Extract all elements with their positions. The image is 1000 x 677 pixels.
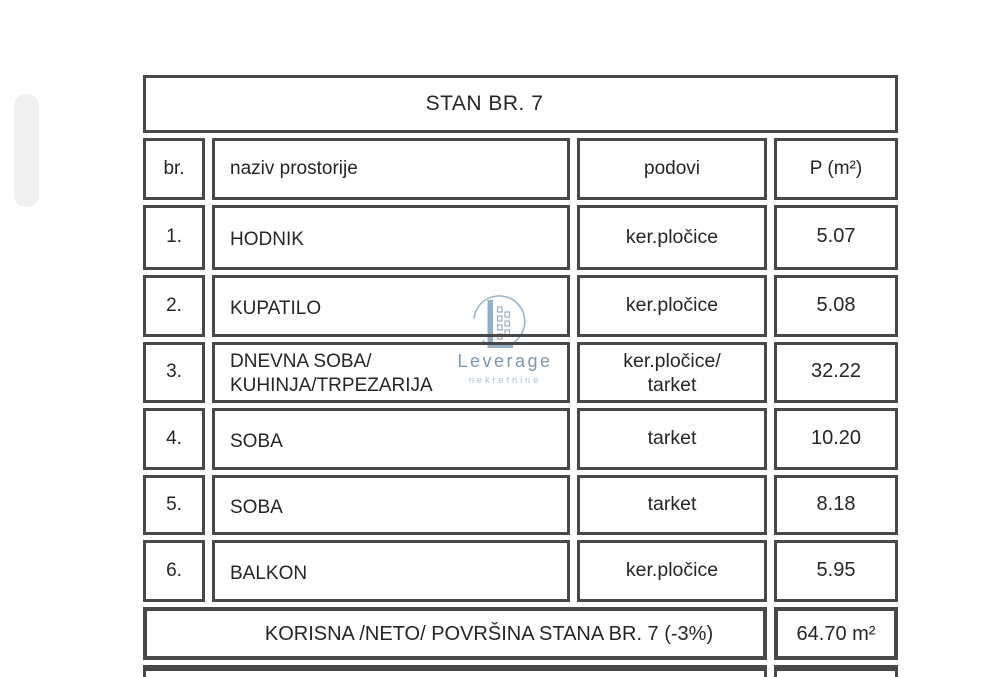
room-name-cell: DNEVNA SOBA/ KUHINJA/TRPEZARIJA <box>212 342 570 403</box>
column-header-num: br. <box>143 138 205 200</box>
row-number-cell: 2. <box>143 275 205 337</box>
floor-type-cell: ker.pločice <box>577 275 767 337</box>
room-name-line2: KUHINJA/TRPEZARIJA <box>230 374 433 396</box>
row-number-cell: 6. <box>143 540 205 602</box>
room-name-cell: HODNIK <box>212 205 570 270</box>
room-name-line1: DNEVNA SOBA/ <box>230 350 372 372</box>
table-title: STAN BR. 7 <box>143 75 898 133</box>
floor-type-cell: tarket <box>577 408 767 470</box>
room-name-cell: KUPATILO <box>212 275 570 337</box>
column-header-floors: podovi <box>577 138 767 200</box>
floor-type-cell: tarket <box>577 475 767 535</box>
net-area-value: 64.70 m² <box>774 607 898 660</box>
area-value-cell: 8.18 <box>774 475 898 535</box>
area-value-cell: 5.08 <box>774 275 898 337</box>
area-value-cell: 10.20 <box>774 408 898 470</box>
area-value-cell: 32.22 <box>774 342 898 403</box>
floor-type-cell: ker.pločice <box>577 205 767 270</box>
floor-type-cell: ker.pločice <box>577 540 767 602</box>
net-area-label: KORISNA /NETO/ POVRŠINA STANA BR. 7 (-3%… <box>143 607 767 660</box>
watermark-brand-name: Leverage <box>457 351 553 371</box>
floor-type-cell: ker.pločice/ tarket <box>577 342 767 403</box>
room-name-cell: SOBA <box>212 408 570 470</box>
scrollbar-thumb <box>14 94 39 207</box>
row-number-cell: 5. <box>143 475 205 535</box>
row-number-cell: 4. <box>143 408 205 470</box>
next-table-row-stub <box>774 665 898 677</box>
floor-type-line2: tarket <box>647 373 697 396</box>
watermark-tagline: nekretnine <box>468 375 542 386</box>
area-value-cell: 5.07 <box>774 205 898 270</box>
room-name-cell: SOBA <box>212 475 570 535</box>
area-value-cell: 5.95 <box>774 540 898 602</box>
column-header-room-name: naziv prostorije <box>212 138 570 200</box>
building-in-circle-icon <box>473 295 526 348</box>
column-header-area: P (m²) <box>774 138 898 200</box>
room-name-cell: BALKON <box>212 540 570 602</box>
row-number-cell: 1. <box>143 205 205 270</box>
next-table-row-stub <box>143 665 767 677</box>
apartment-area-table: STAN BR. 7 br. naziv prostorije podovi P… <box>143 75 898 677</box>
row-number-cell: 3. <box>143 342 205 403</box>
floor-type-line1: ker.pločice/ <box>623 349 721 372</box>
watermark: Leverage nekretnine <box>445 278 565 386</box>
